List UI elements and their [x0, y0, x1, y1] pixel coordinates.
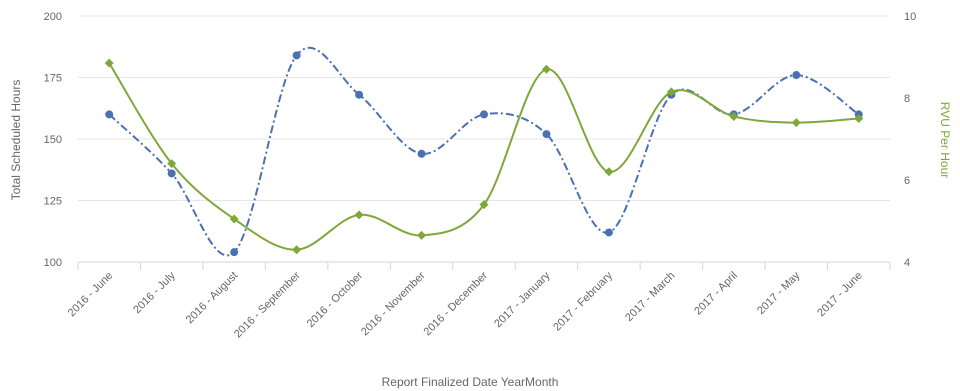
x-tick-label: 2016 - July: [131, 269, 178, 316]
series-1-marker: [792, 71, 801, 80]
series-1-marker: [604, 228, 613, 237]
y2-axis-title: RVU Per Hour: [938, 102, 952, 178]
x-tick-label: 2017 - January: [492, 269, 553, 330]
x-tick-label: 2017 - March: [623, 270, 677, 324]
series-1-marker: [417, 149, 426, 158]
series-2-marker: [791, 118, 801, 128]
series-2-marker: [104, 58, 114, 68]
grid-lines: [78, 15, 890, 263]
series-2-marker: [729, 111, 739, 121]
series-line-1: [108, 46, 860, 257]
series-1-marker: [480, 110, 488, 119]
y-tick-label: 200: [44, 11, 62, 23]
series-2-marker: [292, 245, 302, 255]
x-tick-label: 2017 - February: [551, 269, 615, 333]
series-2-marker: [354, 210, 364, 220]
y-tick-label: 150: [44, 134, 62, 146]
series-2-marker: [854, 114, 864, 123]
y-tick-label: 175: [44, 73, 62, 85]
series-1-marker: [167, 169, 176, 178]
left-y-axis: 100 125 150 175 200: [44, 11, 62, 269]
series-2-marker: [417, 230, 427, 240]
x-tick-label: 2016 - June: [66, 270, 116, 320]
x-tick-label: 2017 - June: [815, 270, 865, 320]
series-2-marker: [479, 200, 489, 210]
series-2-marker: [229, 214, 239, 224]
x-axis-title: Report Finalized Date YearMonth: [382, 375, 559, 389]
x-tick-label: 2017 - April: [692, 270, 740, 318]
series-1-marker: [230, 248, 239, 257]
series-1-marker: [355, 90, 364, 99]
series-layer: [104, 46, 864, 257]
y-tick-label: 125: [44, 196, 62, 208]
x-axis: 2016 - June 2016 - July 2016 - August2016 …: [66, 261, 891, 340]
y2-tick-label: 8: [904, 93, 910, 105]
x-tick-label: 2016 - October: [305, 269, 366, 330]
right-y-axis: 4 6 8 10: [904, 11, 916, 269]
x-tick-label: 2016 - August: [184, 270, 240, 326]
series-line-2: [108, 62, 859, 251]
series-2-marker: [167, 159, 177, 169]
series-1-marker: [542, 130, 551, 139]
x-tick-label: 2016 - September: [232, 269, 303, 340]
y2-tick-label: 6: [904, 175, 910, 187]
series-2-marker: [604, 167, 614, 177]
x-tick-label: 2016 - December: [422, 269, 491, 338]
series-2-marker: [541, 64, 551, 74]
y-axis-title: Total Scheduled Hours: [9, 80, 23, 201]
series-2-marker: [666, 87, 676, 97]
series-1-marker: [105, 110, 114, 119]
x-tick-label: 2017 - May: [755, 269, 803, 317]
y2-tick-label: 10: [904, 11, 916, 23]
x-tick-label: 2016 - November: [359, 269, 428, 338]
series-1-marker: [292, 51, 301, 60]
y-tick-label: 100: [44, 257, 62, 269]
y2-tick-label: 4: [904, 257, 910, 269]
